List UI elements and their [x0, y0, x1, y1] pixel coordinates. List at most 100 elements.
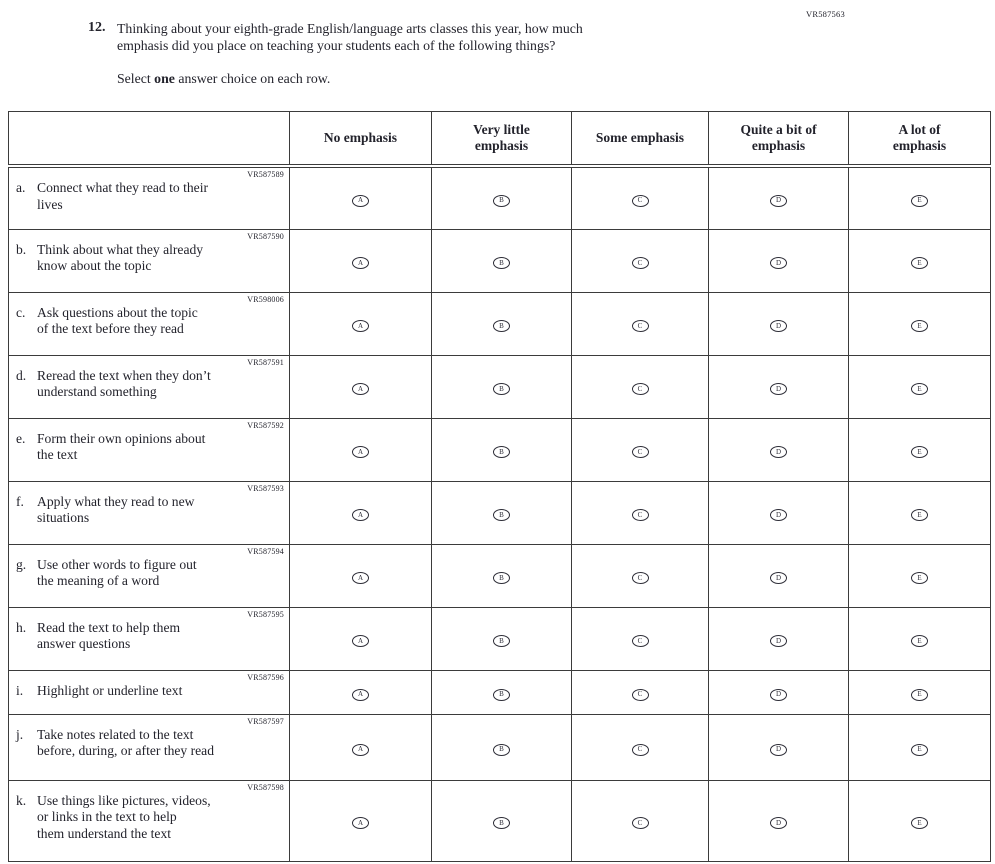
answer-bubble-d[interactable]: D — [770, 817, 787, 829]
row-label: j. Take notes related to the text before,… — [9, 727, 289, 760]
answer-bubble-a[interactable]: A — [352, 572, 369, 584]
answer-bubble-c[interactable]: C — [631, 194, 649, 207]
answer-bubble-d[interactable]: D — [770, 383, 787, 395]
answer-bubble-d[interactable]: D — [770, 257, 787, 269]
answer-bubble-b[interactable]: B — [493, 572, 510, 584]
table-row-e: VR587592 e. Form their own opinions about… — [8, 417, 991, 482]
row-label: i. Highlight or underline text — [9, 683, 289, 700]
row-text: Highlight or underline text — [37, 682, 183, 698]
answer-bubble-b[interactable]: B — [493, 509, 510, 521]
answer-bubble-b[interactable]: B — [493, 635, 510, 647]
answer-bubble-b[interactable]: B — [493, 320, 510, 332]
table-row-a: VR587589 a. Connect what they read to the… — [8, 165, 991, 230]
answer-bubble-a[interactable]: A — [352, 688, 369, 701]
instruction-suffix: answer choice on each row. — [174, 71, 331, 86]
row-label: h. Read the text to help them answer ques… — [9, 620, 289, 653]
answer-bubble-e[interactable]: E — [911, 509, 928, 521]
answer-bubble-c[interactable]: C — [631, 743, 649, 756]
answer-bubble-c[interactable]: C — [631, 572, 649, 584]
answer-bubble-c[interactable]: C — [631, 817, 649, 829]
row-label: a. Connect what they read to their lives — [9, 180, 289, 213]
answer-bubble-d[interactable]: D — [770, 509, 787, 521]
answer-bubble-c[interactable]: C — [631, 688, 649, 701]
answer-bubble-d[interactable]: D — [770, 194, 787, 207]
answer-bubble-d[interactable]: D — [770, 572, 787, 584]
answer-bubble-a[interactable]: A — [352, 817, 369, 829]
row-letter: c. — [16, 304, 26, 320]
row-text: Use other words to figure out the meanin… — [37, 556, 197, 589]
row-letter: g. — [16, 556, 27, 572]
header-a-lot-emphasis: A lot of emphasis — [848, 111, 991, 168]
answer-bubble-e[interactable]: E — [911, 194, 928, 207]
table-row-i: VR587596 i. Highlight or underline text A… — [8, 669, 991, 715]
table-row-g: VR587594 g. Use other words to figure out… — [8, 543, 991, 608]
answer-bubble-c[interactable]: C — [631, 320, 649, 332]
answer-bubble-c[interactable]: C — [631, 383, 649, 395]
question-instruction: Select one answer choice on each row. — [117, 71, 330, 87]
answer-bubble-b[interactable]: B — [493, 194, 510, 207]
answer-bubble-c[interactable]: C — [631, 257, 649, 269]
answer-bubble-e[interactable]: E — [911, 257, 928, 269]
row-label: g. Use other words to figure out the mean… — [9, 557, 289, 590]
answer-bubble-b[interactable]: B — [493, 383, 510, 395]
answer-bubble-a[interactable]: A — [352, 194, 369, 207]
row-variable-code: VR587593 — [247, 483, 284, 493]
row-text: Ask questions about the topic of the tex… — [37, 304, 198, 337]
answer-bubble-b[interactable]: B — [493, 446, 510, 458]
answer-bubble-e[interactable]: E — [911, 446, 928, 458]
answer-bubble-a[interactable]: A — [352, 383, 369, 395]
answer-bubble-b[interactable]: B — [493, 257, 510, 269]
answer-bubble-e[interactable]: E — [911, 688, 928, 701]
row-variable-code: VR587592 — [247, 420, 284, 430]
answer-bubble-e[interactable]: E — [911, 635, 928, 647]
answer-bubble-c[interactable]: C — [631, 635, 649, 647]
answer-bubble-e[interactable]: E — [911, 572, 928, 584]
answer-bubble-c[interactable]: C — [631, 446, 649, 458]
answer-bubble-e[interactable]: E — [911, 817, 928, 829]
answer-bubble-b[interactable]: B — [493, 817, 510, 829]
answer-bubble-c[interactable]: C — [631, 509, 649, 521]
row-variable-code: VR587590 — [247, 231, 284, 241]
row-text: Think about what they already know about… — [37, 241, 204, 274]
table-row-f: VR587593 f. Apply what they read to new s… — [8, 480, 991, 545]
header-no-emphasis: No emphasis — [289, 111, 432, 168]
answer-bubble-e[interactable]: E — [911, 320, 928, 332]
answer-bubble-a[interactable]: A — [352, 257, 369, 269]
question-number: 12. — [88, 20, 106, 35]
answer-bubble-d[interactable]: D — [770, 635, 787, 647]
row-variable-code: VR587591 — [247, 357, 284, 367]
answer-bubble-d[interactable]: D — [770, 743, 787, 756]
row-letter: k. — [16, 792, 27, 808]
answer-bubble-b[interactable]: B — [493, 743, 510, 756]
row-text: Apply what they read to new situations — [37, 493, 195, 526]
answer-bubble-a[interactable]: A — [352, 446, 369, 458]
table-row-d: VR587591 d. Reread the text when they don… — [8, 354, 991, 419]
answer-bubble-d[interactable]: D — [770, 320, 787, 332]
answer-bubble-a[interactable]: A — [352, 743, 369, 756]
table-row-j: VR587597 j. Take notes related to the tex… — [8, 713, 991, 781]
row-variable-code: VR598006 — [247, 294, 284, 304]
row-letter: i. — [16, 682, 24, 698]
answer-bubble-e[interactable]: E — [911, 383, 928, 395]
row-letter: j. — [16, 726, 24, 742]
row-letter: e. — [16, 430, 26, 446]
answer-bubble-a[interactable]: A — [352, 509, 369, 521]
row-letter: h. — [16, 619, 27, 635]
row-variable-code: VR587589 — [247, 170, 284, 179]
header-empty-cell — [8, 111, 290, 168]
row-letter: f. — [16, 493, 24, 509]
answer-bubble-a[interactable]: A — [352, 635, 369, 647]
form-variable-code: VR587563 — [806, 9, 845, 19]
table-row-h: VR587595 h. Read the text to help them an… — [8, 606, 991, 671]
row-text: Connect what they read to their lives — [37, 180, 208, 212]
answer-bubble-d[interactable]: D — [770, 688, 787, 701]
answer-bubble-b[interactable]: B — [493, 688, 510, 701]
answer-bubble-d[interactable]: D — [770, 446, 787, 458]
answer-bubble-a[interactable]: A — [352, 320, 369, 332]
answer-bubble-e[interactable]: E — [911, 743, 928, 756]
header-quite-a-bit-emphasis: Quite a bit of emphasis — [708, 111, 849, 168]
row-label: b. Think about what they already know abo… — [9, 242, 289, 275]
question-text: Thinking about your eighth-grade English… — [117, 21, 583, 53]
row-label: c. Ask questions about the topic of the t… — [9, 305, 289, 338]
row-letter: b. — [16, 241, 27, 257]
